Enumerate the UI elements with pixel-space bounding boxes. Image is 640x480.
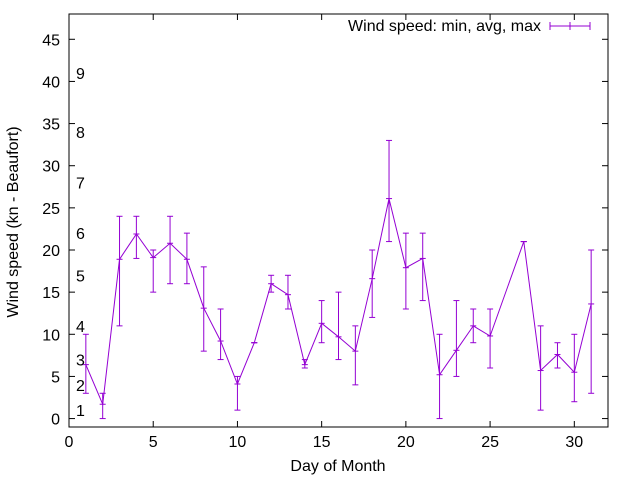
- avg-line: [85, 198, 592, 407]
- beaufort-label: 6: [76, 226, 85, 243]
- x-tick-label: 25: [481, 434, 499, 451]
- y-tick-label: 0: [51, 412, 60, 429]
- beaufort-label: 2: [76, 378, 85, 395]
- y-tick-label: 45: [42, 32, 60, 49]
- beaufort-label: 3: [76, 353, 85, 370]
- data-marks-layer: [82, 139, 595, 420]
- beaufort-label: 9: [76, 66, 85, 83]
- beaufort-label: 5: [76, 268, 85, 285]
- plot-border: [68, 13, 609, 428]
- beaufort-label: 4: [76, 319, 85, 336]
- y-tick-label: 25: [42, 201, 60, 218]
- y-tick-label: 5: [51, 369, 60, 386]
- x-tick-label: 15: [313, 434, 331, 451]
- x-tick-label: 10: [229, 434, 247, 451]
- x-tick-label: 0: [65, 434, 74, 451]
- beaufort-label: 8: [76, 125, 85, 142]
- y-tick-label: 35: [42, 117, 60, 134]
- x-tick-label: 30: [565, 434, 583, 451]
- y-tick-label: 30: [42, 159, 60, 176]
- beaufort-label: 7: [76, 176, 85, 193]
- y-tick-label: 10: [42, 327, 60, 344]
- legend-label: Wind speed: min, avg, max: [348, 18, 541, 35]
- y-tick-label: 20: [42, 243, 60, 260]
- x-tick-label: 20: [397, 434, 415, 451]
- y-tick-label: 15: [42, 285, 60, 302]
- x-axis-label: Day of Month: [290, 458, 385, 475]
- y-tick-label: 40: [42, 74, 60, 91]
- x-tick-label: 5: [149, 434, 158, 451]
- y-axis-label: Wind speed (kn - Beaufort): [5, 126, 22, 317]
- legend: Wind speed: min, avg, max: [348, 18, 591, 35]
- beaufort-label: 1: [76, 403, 85, 420]
